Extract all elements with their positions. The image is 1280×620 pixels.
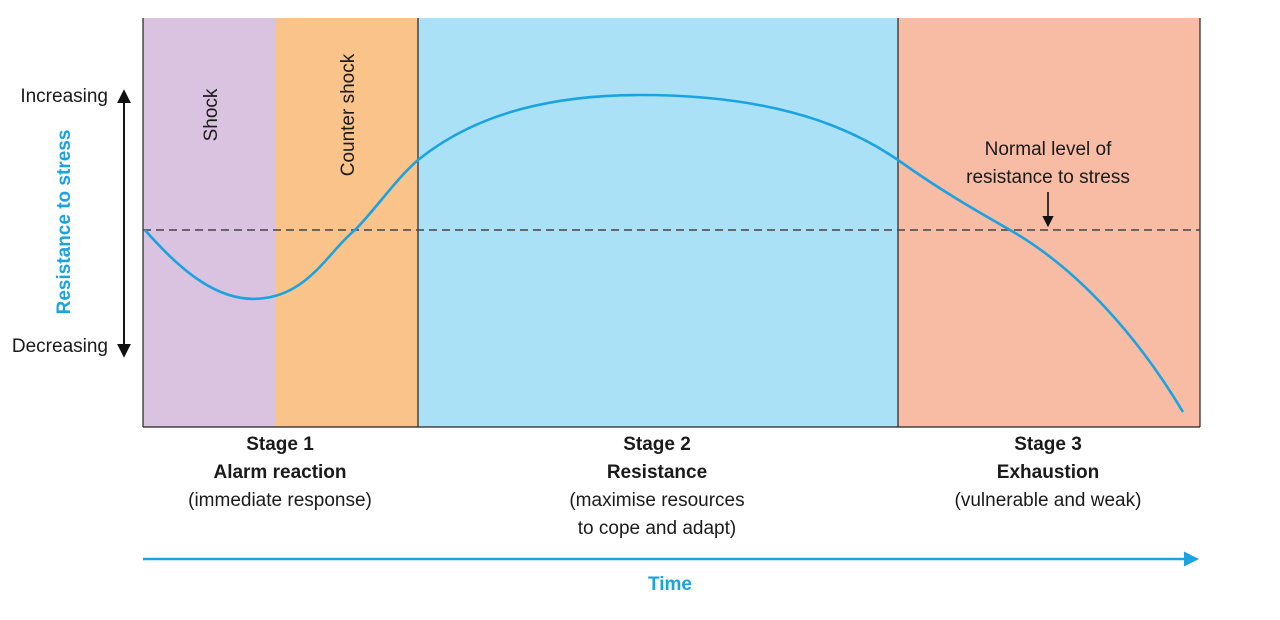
stage-description: (immediate response) — [188, 490, 372, 511]
phase-label: Shock — [201, 88, 222, 141]
exhaustion-region — [898, 18, 1200, 427]
stage-description: (maximise resources — [569, 490, 744, 511]
stage-name: Alarm reaction — [213, 462, 346, 483]
stage-name: Exhaustion — [997, 462, 1099, 483]
stage-number: Stage 1 — [246, 434, 314, 455]
stage-name: Resistance — [607, 462, 707, 483]
annotation: Normal level of — [985, 139, 1112, 160]
x-axis-title: Time — [648, 574, 692, 595]
decreasing-label: Decreasing — [12, 336, 108, 357]
resistance-region — [418, 18, 898, 427]
counter-shock-region — [276, 18, 418, 427]
phase-label: Counter shock — [338, 53, 359, 176]
y-axis-title: Resistance to stress — [54, 130, 75, 315]
annotation: resistance to stress — [966, 167, 1130, 188]
stage-description: (vulnerable and weak) — [955, 490, 1142, 511]
stage-number: Stage 2 — [623, 434, 691, 455]
resistance-curve — [144, 93, 1185, 413]
increasing-label: Increasing — [20, 86, 108, 107]
stage-description: to cope and adapt) — [578, 518, 736, 539]
shock-region — [143, 18, 276, 427]
region-borders — [142, 18, 1201, 428]
stage-number: Stage 3 — [1014, 434, 1082, 455]
